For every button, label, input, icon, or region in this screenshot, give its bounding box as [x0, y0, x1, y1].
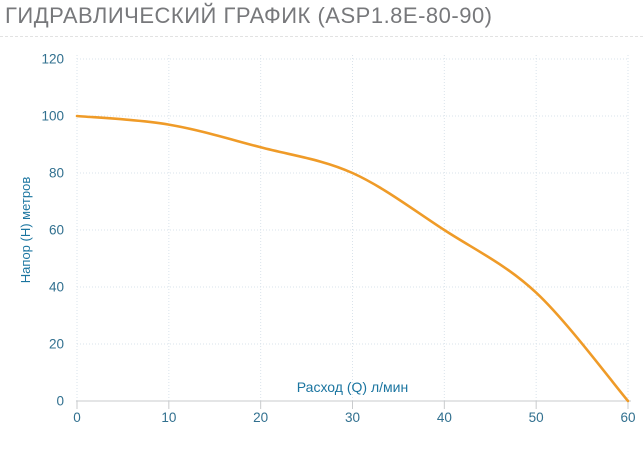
- x-tick-label: 30: [345, 410, 360, 425]
- y-tick-label: 0: [56, 394, 64, 409]
- title-separator: [0, 36, 643, 37]
- x-tick-label: 50: [529, 410, 544, 425]
- y-tick-label: 60: [49, 223, 64, 238]
- x-tick-label: 10: [161, 410, 176, 425]
- x-axis-title: Расход (Q) л/мин: [297, 379, 408, 395]
- x-tick-label: 60: [620, 410, 635, 425]
- x-tick-label: 0: [73, 410, 81, 425]
- y-tick-label: 100: [41, 109, 64, 124]
- page-title: ГИДРАВЛИЧЕСКИЙ ГРАФИК (ASP1.8E-80-90): [5, 3, 493, 28]
- y-axis-title: Напор (H) метров: [18, 177, 33, 284]
- y-tick-label: 120: [41, 52, 64, 67]
- pump-curve: [75, 114, 630, 403]
- y-tick-label: 20: [49, 337, 64, 352]
- y-tick-label: 80: [49, 166, 64, 181]
- x-tick-label: 40: [437, 410, 452, 425]
- x-tick-label: 20: [253, 410, 268, 425]
- y-tick-label: 40: [49, 280, 64, 295]
